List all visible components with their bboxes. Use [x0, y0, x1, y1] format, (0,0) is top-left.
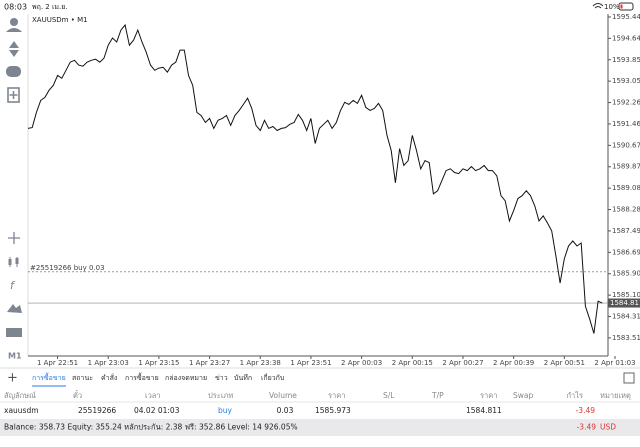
icon-candles[interactable]	[8, 259, 12, 265]
x-tick-label: 1 Apr 23:03	[88, 359, 129, 367]
x-tick-label: 1 Apr 23:15	[138, 359, 179, 367]
chart-title: XAUUSDm • M1	[32, 16, 88, 24]
icon-plus	[9, 91, 18, 99]
icon-indicators[interactable]: f	[10, 279, 16, 292]
x-tick-label: 2 Apr 00:03	[341, 359, 382, 367]
footer-bar	[0, 419, 640, 436]
bid-box	[608, 298, 640, 308]
chart: 1595.440 1594.645 1593.850 1593.055 1592.260…	[27, 13, 640, 367]
total-profit: -3.49	[577, 423, 597, 432]
x-tick-label: 1 Apr 23:38	[240, 359, 281, 367]
y-tick-label: 1586.695	[612, 248, 640, 256]
icon-candles-2	[15, 258, 19, 264]
wifi-icon	[592, 3, 604, 9]
tab[interactable]: ข่าว	[215, 374, 228, 382]
tab-bar: การซื้อขาย สถานะ คำสั่ง การซื้อขาย กล่องจดหม…	[32, 371, 284, 387]
icon-trade[interactable]	[9, 41, 19, 57]
column-header: Volume	[269, 391, 297, 400]
cell: 1584.811	[466, 406, 502, 415]
y-tick-label: 1583.515	[612, 334, 640, 342]
x-tick-label: 2 Apr 00:51	[544, 359, 585, 367]
y-tick-label: 1593.850	[612, 56, 640, 64]
tab[interactable]: บันทึก	[234, 373, 252, 382]
y-tick-label: 1595.440	[612, 13, 640, 21]
status-date: พฤ. 2 เม.ย.	[32, 3, 68, 11]
icon-new-order[interactable]	[7, 87, 20, 103]
column-header: ตั๋ว	[73, 390, 82, 400]
column-header: กำไร	[566, 391, 583, 400]
y-tick-label: 1589.080	[612, 184, 640, 192]
column-header: Swap	[513, 391, 533, 400]
cell: buy	[218, 406, 233, 415]
column-header: ราคา	[480, 391, 497, 400]
tab[interactable]: กล่องจดหมาย	[165, 374, 207, 382]
y-tick-label: 1585.105	[612, 291, 640, 299]
y-tick-label: 1594.645	[612, 34, 640, 42]
account-summary: Balance: 358.73 Equity: 355.24 หลักประกั…	[4, 423, 298, 432]
cell: 04.02 01:03	[134, 406, 180, 415]
timeframe-button[interactable]: M1	[8, 352, 22, 361]
x-tick-label: 2 Apr 00:27	[442, 359, 483, 367]
x-tick-label: 1 Apr 22:51	[37, 359, 78, 367]
column-header: หมายเหตุ	[600, 391, 631, 400]
battery-icon	[618, 2, 634, 11]
tab[interactable]: เกี่ยวกับ	[261, 373, 284, 382]
x-tick-label: 2 Apr 01:03	[594, 359, 635, 367]
x-tick-label: 2 Apr 00:15	[392, 359, 433, 367]
y-tick-label: 1592.260	[612, 99, 640, 107]
icon-objects[interactable]	[7, 304, 22, 313]
y-tick-label: 1587.490	[612, 227, 640, 235]
column-header: T/P	[431, 391, 444, 400]
tab[interactable]: การซื้อขาย	[32, 371, 66, 382]
x-tick-label: 1 Apr 23:27	[189, 359, 230, 367]
y-tick-label: 1589.875	[612, 163, 640, 171]
column-header: S/L	[383, 391, 395, 400]
expand-icon[interactable]	[623, 372, 635, 384]
column-header: ประเภท	[208, 391, 233, 400]
icon-templates[interactable]	[6, 328, 22, 337]
status-battery: 10%	[604, 3, 620, 11]
trade-table: สัญลักษณ์ ตั๋ว เวลา ประเภท Volume ราคา S/L T/P ร…	[0, 390, 640, 415]
y-tick-label: 1588.285	[612, 206, 640, 214]
status-time: 08:03	[4, 3, 27, 12]
icon-account[interactable]	[10, 18, 18, 26]
cell[interactable]: xauusdm	[4, 406, 39, 415]
column-header: ราคา	[328, 391, 345, 400]
add-button[interactable]: +	[7, 371, 18, 386]
icon-chat[interactable]	[6, 66, 21, 77]
column-header: สัญลักษณ์	[4, 391, 36, 400]
tab[interactable]: สถานะ	[72, 374, 93, 382]
y-tick-label: 1591.465	[612, 120, 640, 128]
currency: USD	[600, 423, 616, 432]
column-header: เวลา	[145, 391, 161, 400]
cell: 1585.973	[315, 406, 351, 415]
y-tick-label: 1584.310	[612, 313, 640, 321]
y-tick-label: 1585.900	[612, 270, 640, 278]
cell: 25519266	[78, 406, 116, 415]
cell: 0.03	[277, 406, 294, 415]
cell: -3.49	[576, 406, 596, 415]
bid-label: 1584.811	[610, 299, 640, 307]
order-label: #25519266 buy 0.03	[30, 264, 105, 272]
left-toolbar: f M1	[6, 18, 22, 361]
icon-crosshair[interactable]	[8, 232, 20, 244]
y-tick-label: 1593.055	[612, 77, 640, 85]
icon-account-body	[6, 28, 22, 32]
price-line	[27, 23, 603, 334]
tab[interactable]: คำสั่ง	[101, 373, 117, 382]
x-tick-label: 1 Apr 23:51	[290, 359, 331, 367]
battery-level	[620, 4, 623, 9]
tab[interactable]: การซื้อขาย	[125, 371, 159, 382]
y-tick-label: 1590.670	[612, 141, 640, 149]
x-tick-label: 2 Apr 00:39	[493, 359, 534, 367]
